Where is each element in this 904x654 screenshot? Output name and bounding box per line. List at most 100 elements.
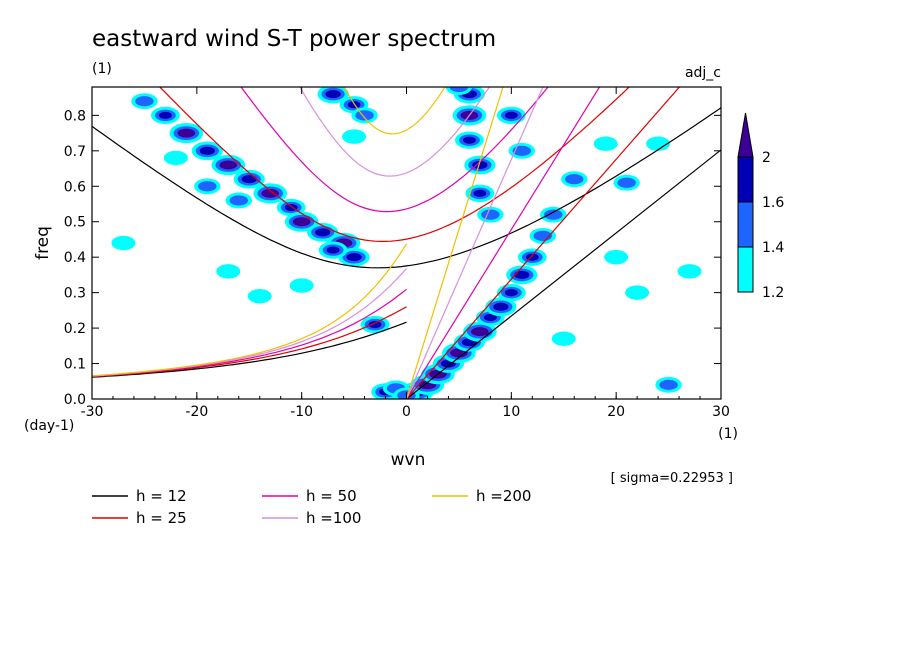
kelvin-curve <box>405 87 504 399</box>
mixed-rossby-gravity-curve <box>92 321 407 378</box>
y-tick-label: 0.6 <box>64 179 86 195</box>
y-tick-label: 0.7 <box>64 144 86 160</box>
power-contour-mid <box>229 195 248 206</box>
power-contour-core <box>241 175 257 184</box>
x-tick-label: 10 <box>502 404 520 420</box>
mixed-rossby-gravity-curve <box>92 306 407 378</box>
y-axis-unit: (day-1) <box>24 418 74 434</box>
y-tick-label: 0.5 <box>64 215 86 231</box>
power-contour-halo <box>646 136 671 151</box>
power-contour-mid <box>355 110 374 121</box>
power-contour-core <box>473 189 487 197</box>
axis-ticks: -30 -20 -10 0 10 20 30 0.0 0.1 0.2 0.3 0.4 0.5 0.6 0.7… <box>64 87 730 420</box>
power-contour-core <box>315 228 331 237</box>
power-contour-halo <box>604 249 629 265</box>
chart-title: eastward wind S-T power spectrum <box>92 26 496 52</box>
colorbar-label: 1.6 <box>762 195 784 211</box>
legend: h = 12 h = 25 h = 50 h =100 h =200 <box>92 487 531 527</box>
inertia-gravity-curve <box>158 87 631 242</box>
power-contour-core <box>325 90 341 99</box>
power-contour-core <box>463 136 476 144</box>
power-contour-core <box>504 111 518 119</box>
colorbar: 2 1.6 1.4 1.2 <box>737 112 784 301</box>
power-contour-halo <box>625 285 650 300</box>
power-contour-halo <box>216 264 241 279</box>
inertia-gravity-curve <box>343 87 446 135</box>
power-contour-core <box>199 146 215 155</box>
y-tick-label: 0.0 <box>64 392 86 408</box>
x-tick-label: 0 <box>402 404 411 420</box>
x-tick-label: -30 <box>81 404 104 420</box>
power-contour-halo <box>289 278 314 293</box>
power-contour-core <box>177 128 196 138</box>
power-contour-halo <box>342 129 367 144</box>
kelvin-curve <box>406 87 681 399</box>
legend-label: h =200 <box>476 487 531 505</box>
power-contour-mid <box>512 145 532 156</box>
legend-label: h = 50 <box>306 487 357 505</box>
inertia-gravity-curve <box>92 107 721 269</box>
x-tick-label: -10 <box>290 404 313 420</box>
colorbar-extend-arrow <box>737 112 754 158</box>
power-contour-mid <box>659 379 678 390</box>
power-contour-halo <box>551 331 576 346</box>
x-tick-label: -20 <box>185 404 208 420</box>
power-contour-mid <box>449 87 469 93</box>
power-contour-mid <box>481 209 500 220</box>
legend-label: h = 25 <box>136 509 187 527</box>
power-contour-core <box>472 160 488 170</box>
power-contour-halo <box>677 264 702 279</box>
power-contour-core <box>514 270 530 279</box>
power-contour-mid <box>198 181 217 192</box>
power-contour-core <box>326 246 340 254</box>
chart-subtitle-left: (1) <box>92 61 112 77</box>
x-axis-title: wvn <box>391 450 426 470</box>
power-contour-halo <box>593 136 618 151</box>
power-contour-core <box>504 289 518 297</box>
power-contour-core <box>483 313 497 322</box>
x-tick-label: 30 <box>712 404 730 420</box>
y-axis-title: freq <box>33 226 53 260</box>
power-contour-halo <box>163 150 188 166</box>
y-tick-label: 0.3 <box>64 286 86 302</box>
power-contour-core <box>368 320 382 329</box>
colorbar-label: 2 <box>762 150 771 166</box>
power-contour-core <box>346 253 362 262</box>
power-contour-mid <box>617 177 636 188</box>
inertia-gravity-curve <box>240 87 549 213</box>
y-tick-label: 0.2 <box>64 321 86 337</box>
kelvin-curve <box>405 87 544 399</box>
colorbar-label: 1.2 <box>762 285 784 301</box>
dispersion-curves <box>92 87 721 399</box>
power-contours <box>111 87 702 399</box>
colorbar-label: 1.4 <box>762 240 784 256</box>
sigma-annotation: [ sigma=0.22953 ] <box>611 471 733 486</box>
power-contour-core <box>261 188 280 198</box>
power-contour-halo <box>247 288 272 304</box>
legend-label: h =100 <box>306 509 361 527</box>
kelvin-curve <box>406 149 721 399</box>
power-contour-core <box>292 217 311 227</box>
power-contour-halo <box>111 235 136 251</box>
legend-label: h = 12 <box>136 487 187 505</box>
inertia-gravity-curve <box>299 87 491 177</box>
power-contour-core <box>219 160 238 170</box>
y-tick-label: 0.4 <box>64 250 86 266</box>
kelvin-curve <box>405 87 601 399</box>
power-contour-mid <box>135 96 154 107</box>
colorbar-swatch <box>737 201 754 248</box>
power-contour-core <box>493 302 509 311</box>
power-contour-mid <box>544 209 563 220</box>
y-tick-label: 0.1 <box>64 357 86 373</box>
power-contour-mid <box>565 174 584 185</box>
mixed-rossby-gravity-curve <box>92 243 408 377</box>
x-axis-unit: (1) <box>718 426 738 442</box>
y-tick-label: 0.8 <box>64 108 86 124</box>
colorbar-swatch <box>737 156 754 203</box>
chart-subtitle-right: adj_c <box>685 65 721 81</box>
colorbar-swatch <box>737 246 754 293</box>
power-contour-core <box>471 327 489 337</box>
power-contour-core <box>158 111 172 119</box>
x-tick-label: 20 <box>607 404 625 420</box>
